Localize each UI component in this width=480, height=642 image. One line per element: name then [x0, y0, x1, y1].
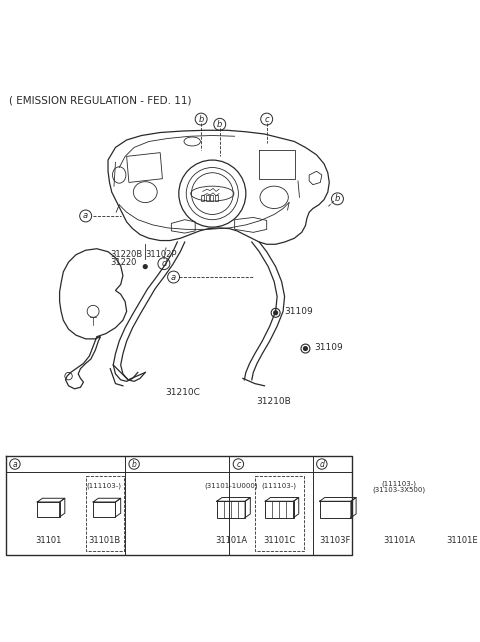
Text: b: b — [198, 115, 204, 124]
Text: 31103F: 31103F — [320, 535, 351, 544]
Text: c: c — [236, 460, 240, 469]
Text: (31101-1U000): (31101-1U000) — [204, 482, 258, 489]
Text: b: b — [335, 195, 340, 204]
Text: (31103-3X500): (31103-3X500) — [373, 487, 426, 493]
Text: a: a — [83, 211, 88, 220]
Bar — [217, 501, 245, 517]
Text: a: a — [171, 273, 176, 282]
Circle shape — [274, 311, 277, 315]
Bar — [265, 501, 293, 517]
Text: 31210C: 31210C — [165, 388, 200, 397]
Bar — [381, 501, 418, 517]
Text: 31101: 31101 — [35, 535, 61, 544]
Text: 31101B: 31101B — [88, 535, 120, 544]
Bar — [210, 195, 213, 201]
Text: ( EMISSION REGULATION - FED. 11): ( EMISSION REGULATION - FED. 11) — [9, 95, 192, 105]
Text: (111103-): (111103-) — [382, 480, 417, 487]
Circle shape — [303, 347, 307, 351]
Circle shape — [143, 264, 148, 269]
Text: 31102P: 31102P — [145, 250, 177, 259]
Bar — [201, 195, 204, 201]
Bar — [93, 502, 116, 517]
Bar — [451, 502, 473, 517]
Bar — [37, 502, 60, 517]
Text: a: a — [12, 460, 17, 469]
Text: c: c — [264, 115, 269, 124]
Text: 31101C: 31101C — [263, 535, 296, 544]
Text: b: b — [132, 460, 136, 469]
Text: d: d — [161, 259, 167, 268]
Bar — [320, 501, 351, 517]
Text: (111103-): (111103-) — [87, 482, 122, 489]
Text: 31220B: 31220B — [110, 250, 143, 259]
Bar — [215, 195, 217, 201]
Text: b: b — [217, 120, 222, 129]
Text: 31210B: 31210B — [257, 397, 291, 406]
Text: 31101E: 31101E — [446, 535, 478, 544]
Text: (111103-): (111103-) — [262, 482, 297, 489]
Bar — [205, 195, 209, 201]
Text: d: d — [319, 460, 324, 469]
Text: 31220: 31220 — [110, 257, 137, 266]
Text: 31109: 31109 — [285, 307, 313, 316]
Text: 31109: 31109 — [314, 343, 343, 352]
Text: 31101A: 31101A — [215, 535, 247, 544]
Text: 31101A: 31101A — [383, 535, 415, 544]
